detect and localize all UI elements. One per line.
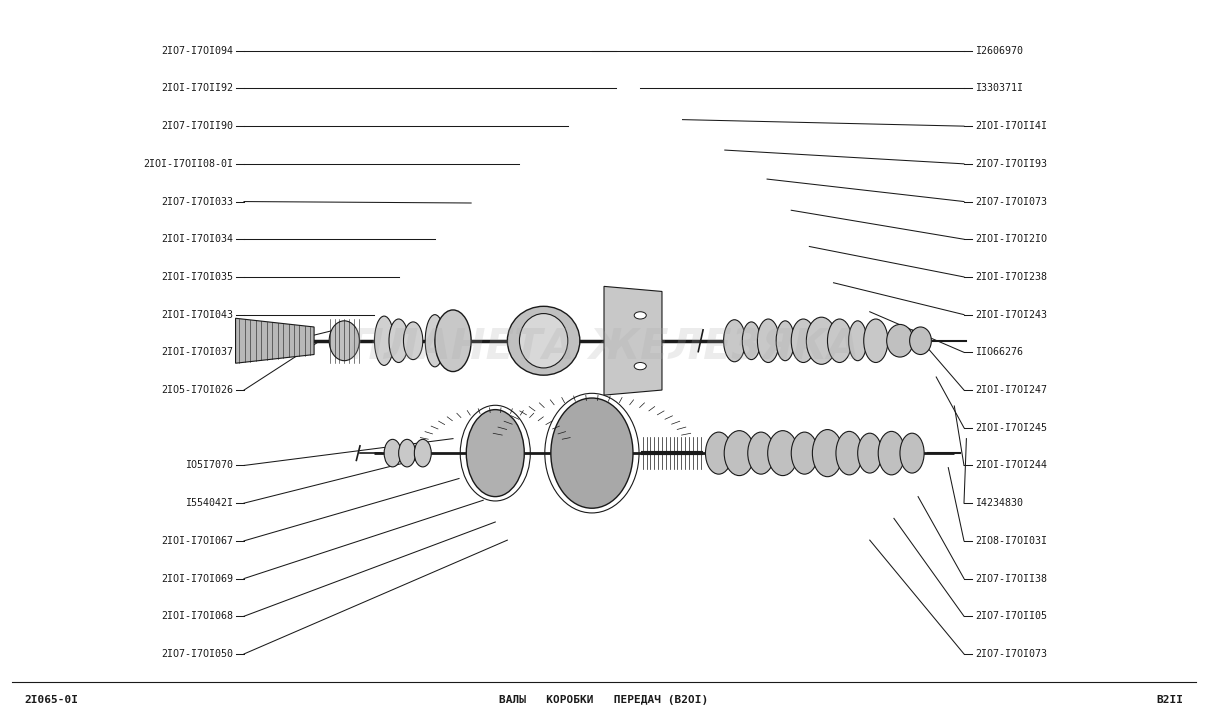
Ellipse shape [807, 318, 837, 365]
Ellipse shape [634, 362, 646, 370]
Ellipse shape [374, 316, 394, 365]
Text: 2IOI-I7OI244: 2IOI-I7OI244 [975, 460, 1047, 471]
Ellipse shape [403, 322, 423, 360]
Text: 2IO8-I7OI03I: 2IO8-I7OI03I [975, 536, 1047, 546]
Text: I330371I: I330371I [975, 83, 1023, 94]
Polygon shape [604, 286, 662, 395]
Text: 2IOI-I7OI034: 2IOI-I7OI034 [161, 234, 233, 244]
Ellipse shape [519, 313, 568, 368]
Ellipse shape [435, 310, 471, 371]
Ellipse shape [900, 434, 924, 473]
Text: 2IO7-I7OI033: 2IO7-I7OI033 [161, 196, 233, 207]
Text: 2IO7-I7OII90: 2IO7-I7OII90 [161, 121, 233, 131]
Ellipse shape [329, 320, 360, 361]
Ellipse shape [887, 325, 913, 357]
Text: 2IOI-I7OII92: 2IOI-I7OII92 [161, 83, 233, 94]
Ellipse shape [399, 439, 416, 467]
Text: I2606970: I2606970 [975, 46, 1023, 56]
Text: 2IOI-I7OI243: 2IOI-I7OI243 [975, 310, 1047, 320]
Ellipse shape [748, 432, 774, 474]
Text: 2IOI-I7OI068: 2IOI-I7OI068 [161, 611, 233, 621]
Text: ПЛАНЕТА ЖЕЛЕЗЯКА: ПЛАНЕТА ЖЕЛЕЗЯКА [349, 327, 859, 369]
Ellipse shape [705, 432, 732, 474]
Text: 2IOI-I7OI245: 2IOI-I7OI245 [975, 423, 1047, 433]
Text: I554042I: I554042I [185, 498, 233, 508]
Text: I4234830: I4234830 [975, 498, 1023, 508]
Text: 2IO7-I7OI094: 2IO7-I7OI094 [161, 46, 233, 56]
Text: 2IO7-I7OI073: 2IO7-I7OI073 [975, 196, 1047, 207]
Text: 2IO7-I7OII93: 2IO7-I7OII93 [975, 159, 1047, 169]
Ellipse shape [858, 434, 882, 473]
Text: 2IOI-I7OI037: 2IOI-I7OI037 [161, 347, 233, 357]
Ellipse shape [836, 431, 863, 475]
Ellipse shape [724, 431, 754, 476]
Ellipse shape [425, 315, 445, 367]
Text: 2IOI-I7OI238: 2IOI-I7OI238 [975, 272, 1047, 282]
Ellipse shape [777, 320, 795, 361]
Text: 2IOI-I7OII08-0I: 2IOI-I7OII08-0I [143, 159, 233, 169]
Text: 2IOI-I7OI067: 2IOI-I7OI067 [161, 536, 233, 546]
Text: 2IOI-I7OII4I: 2IOI-I7OII4I [975, 121, 1047, 131]
Ellipse shape [827, 319, 852, 362]
Text: 2IOI-I7OI2IO: 2IOI-I7OI2IO [975, 234, 1047, 244]
Ellipse shape [757, 319, 779, 362]
Ellipse shape [864, 319, 888, 362]
Ellipse shape [812, 429, 843, 477]
Text: 2IO7-I7OII05: 2IO7-I7OII05 [975, 611, 1047, 621]
Ellipse shape [384, 439, 401, 467]
Ellipse shape [466, 410, 524, 497]
Text: 2I065-0I: 2I065-0I [24, 695, 79, 705]
Ellipse shape [414, 439, 431, 467]
Ellipse shape [791, 432, 818, 474]
Ellipse shape [848, 320, 866, 361]
Text: IIO66276: IIO66276 [975, 347, 1023, 357]
Ellipse shape [634, 312, 646, 319]
Text: 2IO5-I7OI026: 2IO5-I7OI026 [161, 385, 233, 395]
Ellipse shape [791, 319, 815, 362]
Text: В2II: В2II [1157, 695, 1184, 705]
Ellipse shape [742, 322, 761, 360]
Text: 2IOI-I7OI043: 2IOI-I7OI043 [161, 310, 233, 320]
Text: 2IOI-I7OI247: 2IOI-I7OI247 [975, 385, 1047, 395]
Ellipse shape [507, 307, 580, 376]
Text: ВАЛЫ   КОРОБКИ   ПЕРЕДАЧ (В2OI): ВАЛЫ КОРОБКИ ПЕРЕДАЧ (В2OI) [499, 695, 709, 705]
Text: 2IO7-I7OI050: 2IO7-I7OI050 [161, 649, 233, 659]
Text: 2IOI-I7OI035: 2IOI-I7OI035 [161, 272, 233, 282]
Text: 2IO7-I7OII38: 2IO7-I7OII38 [975, 573, 1047, 584]
Ellipse shape [768, 431, 797, 476]
Ellipse shape [389, 319, 408, 362]
Text: IO5I7070: IO5I7070 [185, 460, 233, 471]
Ellipse shape [724, 320, 745, 362]
Text: 2IO7-I7OI073: 2IO7-I7OI073 [975, 649, 1047, 659]
Ellipse shape [878, 431, 905, 475]
Ellipse shape [910, 327, 931, 355]
Polygon shape [236, 318, 314, 363]
Ellipse shape [551, 398, 633, 508]
Text: 2IOI-I7OI069: 2IOI-I7OI069 [161, 573, 233, 584]
